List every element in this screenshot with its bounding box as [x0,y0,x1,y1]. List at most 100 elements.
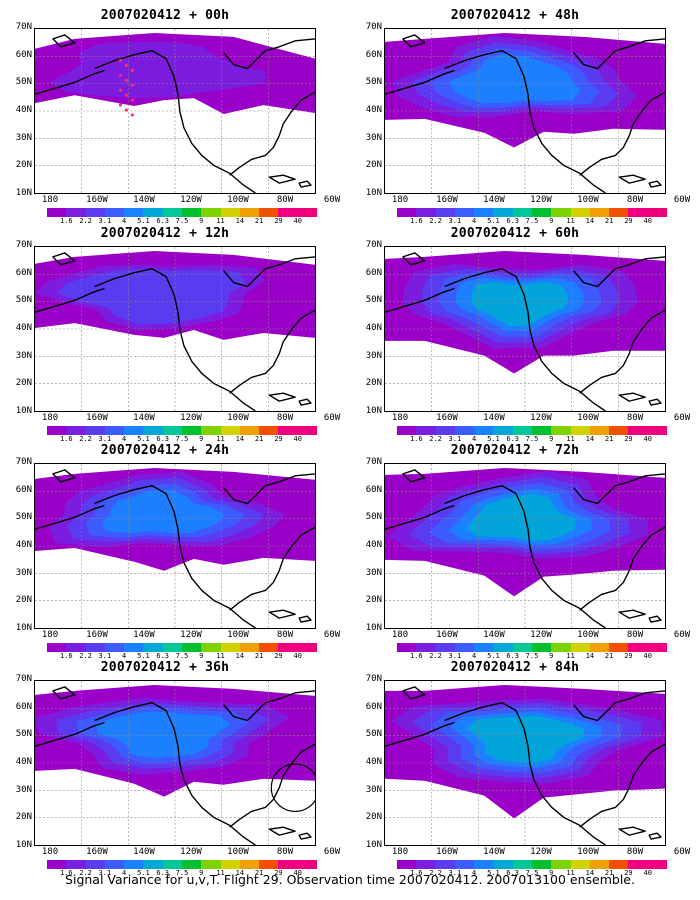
colorbar-label: 4 [472,435,477,443]
lon-tick-label: 140W [133,195,155,205]
colorbar-swatch [278,860,298,869]
lat-tick-label: 40N [365,540,382,550]
lat-tick-label: 50N [15,295,32,306]
lat-tick-label: 30N [15,132,32,143]
colorbar-label: 1.6 [409,652,423,660]
colorbar-swatch [104,860,125,869]
lon-tick-label: 120W [180,195,202,205]
colorbar-swatch [278,426,298,435]
colorbar-swatch [124,208,144,217]
colorbar-label: 14 [585,435,595,443]
colorbar-label: 14 [235,869,245,877]
colorbar-swatch [474,643,494,652]
colorbar-label: 7.5 [525,869,539,877]
colorbar-label: 29 [274,435,283,443]
colorbar-swatch [397,208,417,217]
panel-title: 2007020412 + 60h [450,226,580,241]
colorbar-label: 6.3 [506,869,520,877]
colorbar-label: 1.6 [59,217,73,225]
colorbar-label: 1.6 [409,869,423,877]
colorbar-label: 29 [624,652,633,660]
lat-tick-label: 10N [365,623,382,633]
lon-tick-label: 160W [436,847,458,857]
lon-tick-label: 80W [276,630,294,640]
colorbar-swatch [416,643,436,652]
forecast-panel: 2007020412 + 84h 70N 60N 50N 40N 30N 20N 10N 180… [350,660,690,878]
lat-tick-label: 40N [15,323,32,333]
lat-tick-label: 60N [15,267,32,278]
map-plot [384,463,666,629]
coastline [35,34,315,193]
colorbar-swatch [628,426,648,435]
lat-tick-label: 20N [365,378,382,389]
lon-tick-label: 120W [180,847,202,857]
colorbar-label: 1.6 [409,217,423,225]
colorbar-swatch [181,860,202,869]
colorbar-label: 4 [122,652,127,660]
observation-points [118,59,134,117]
colorbar-swatch [104,208,125,217]
lat-tick-label: 10N [365,840,382,850]
colorbar-label: 1.6 [59,869,73,877]
colorbar-label: 11 [216,869,225,877]
lon-tick-label: 80W [276,847,294,857]
colorbar-swatch [143,860,163,869]
colorbar-label: 5.1 [487,869,500,877]
colorbar-label: 6.3 [506,652,520,660]
lon-tick-label: 140W [133,630,155,640]
colorbar-swatch [297,208,317,217]
colorbar-label: 40 [643,652,652,660]
colorbar-label: 21 [604,217,614,225]
colorbar-swatch [85,208,105,217]
lon-tick-label: 60W [673,413,691,423]
colorbar-swatch [647,643,667,652]
colorbar-swatch [85,426,105,435]
colorbar-label: 21 [254,435,264,443]
colorbar-swatch [512,426,532,435]
colorbar-swatch [512,860,532,869]
map-svg [35,464,315,628]
colorbar [47,643,317,652]
colorbar [397,208,667,217]
colorbar-swatch [397,643,417,652]
colorbar-label: 14 [585,869,595,877]
colorbar-swatch [66,426,86,435]
colorbar-swatch [239,860,260,869]
lon-tick-label: 120W [530,195,552,205]
colorbar-swatch [531,643,552,652]
lon-tick-label: 60W [673,195,691,205]
colorbar-swatch [297,426,317,435]
lon-tick-label: 100W [577,195,599,205]
lon-tick-label: 100W [227,195,249,205]
lat-tick-label: 70N [365,22,382,32]
colorbar-swatch [570,208,590,217]
colorbar-label: 2.2 [429,652,442,660]
lat-tick-label: 20N [15,595,32,606]
lat-tick-label: 50N [365,295,382,306]
map-svg [385,464,665,628]
lat-tick-label: 50N [365,77,382,88]
colorbar-label: 21 [254,217,264,225]
coastline [35,686,315,845]
colorbar-label: 40 [293,435,302,443]
colorbar-labels: 1.6 2.2 3.1 4 5.1 6.3 7.5 9 11 14 21 29 40 [397,435,667,445]
lat-tick-label: 50N [15,729,32,740]
colorbar-label: 9 [549,652,554,660]
colorbar-label: 40 [643,869,652,877]
map-plot [384,680,666,846]
colorbar-swatch [66,208,86,217]
lon-tick-label: 160W [86,413,108,423]
panel-title: 2007020412 + 72h [450,443,580,458]
lon-tick-label: 180 [391,847,409,857]
colorbar-swatch [259,860,279,869]
lon-tick-label: 120W [180,413,202,423]
colorbar-label: 5.1 [137,869,150,877]
colorbar-label: 4 [122,217,127,225]
colorbar-swatch [66,643,86,652]
forecast-panel: 2007020412 + 00h 70N 60N 50N 40N 30N 20N 10N 180… [0,8,340,226]
lat-tick-label: 40N [365,757,382,767]
lat-tick-label: 40N [15,105,32,115]
map-svg [385,247,665,411]
lat-tick-label: 50N [365,512,382,523]
colorbar [47,860,317,869]
